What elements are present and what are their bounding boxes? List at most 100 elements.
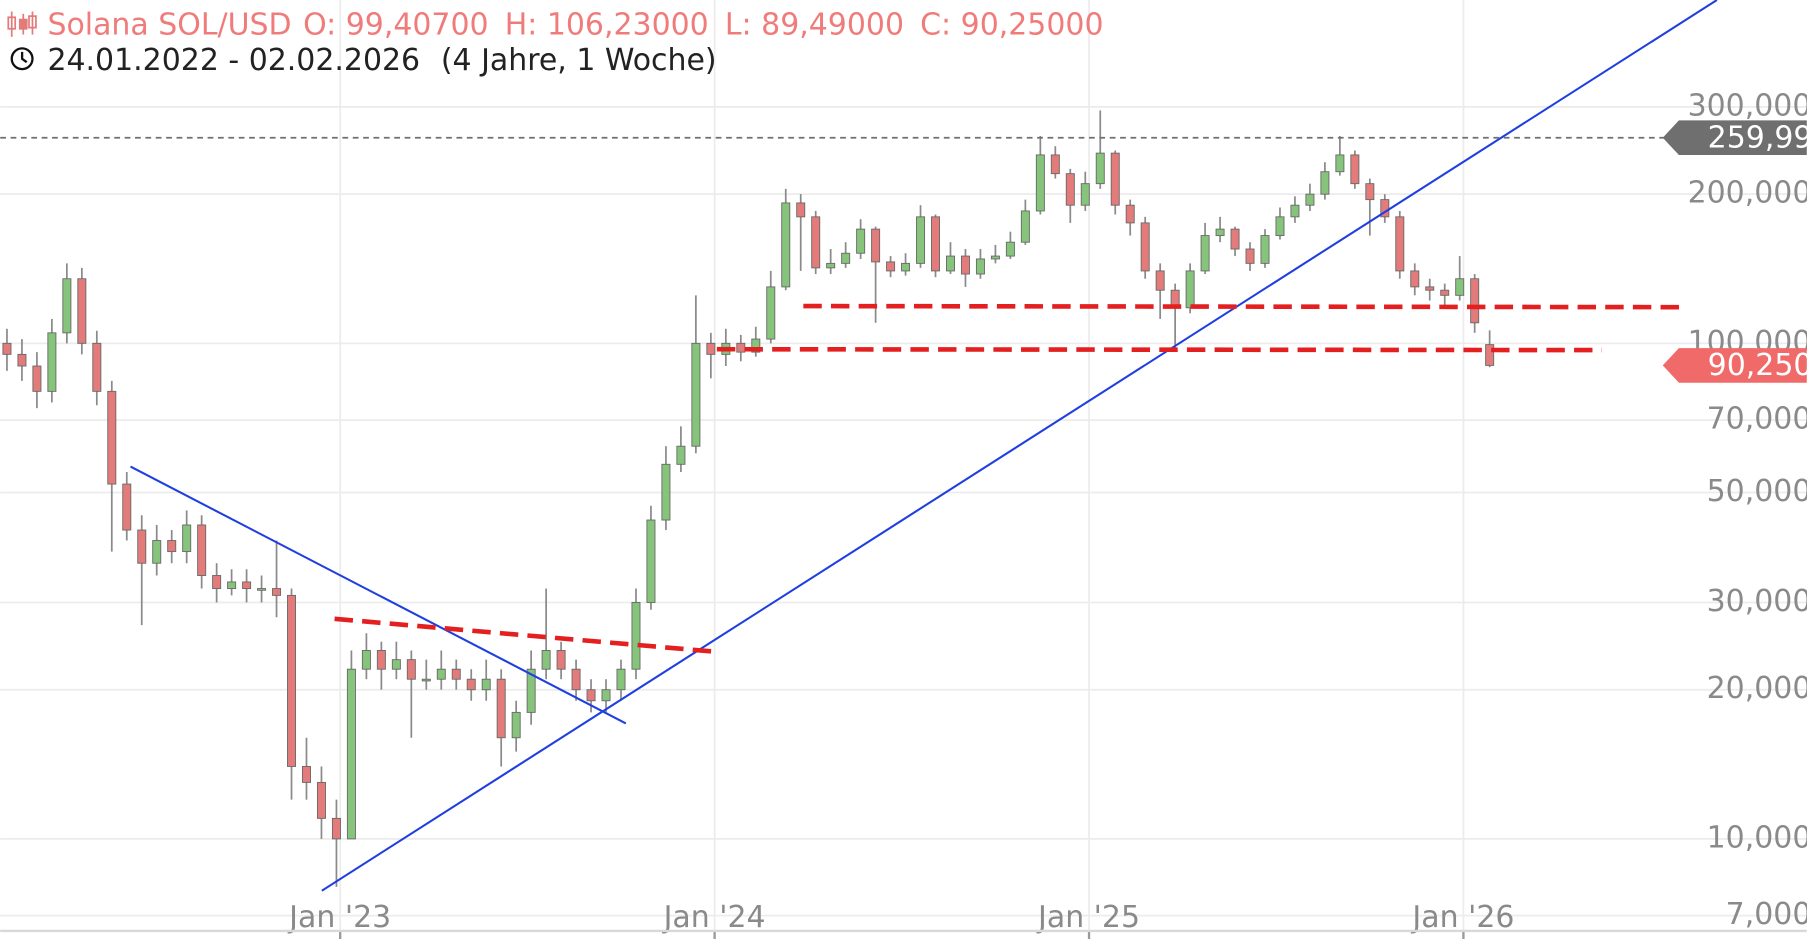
candle-body — [152, 540, 162, 564]
candle-body — [167, 540, 177, 553]
candle-body — [212, 575, 222, 590]
x-tick-label: Jan '24 — [662, 900, 766, 935]
candle-body — [1350, 154, 1360, 185]
ohlc-close: C: 90,25000 — [920, 7, 1103, 42]
candle-body — [346, 668, 356, 840]
candle-body — [691, 342, 701, 447]
candle-body — [197, 524, 207, 576]
candle-body — [481, 678, 491, 691]
candle-body — [511, 711, 521, 739]
header-legend: Solana SOL/USD O: 99,40700 H: 106,23000 L: … — [47, 7, 1103, 42]
y-tick-label: 30,000 — [1707, 584, 1807, 619]
candle-body — [451, 668, 461, 680]
candle-body — [661, 463, 671, 521]
candle-body — [706, 342, 716, 355]
candle-body — [1245, 248, 1255, 264]
candle-body — [32, 365, 42, 392]
price-badge-label: 259,999 — [1708, 120, 1807, 155]
candle-body — [1140, 222, 1150, 272]
candle-body — [1395, 216, 1405, 272]
candle-body — [751, 338, 761, 353]
candle-body — [376, 650, 386, 670]
candle-body — [1305, 193, 1315, 206]
candle-body — [1065, 173, 1075, 206]
x-tick-label: Jan '25 — [1036, 900, 1140, 935]
candle-body — [1275, 216, 1285, 237]
candle-body — [1320, 171, 1330, 195]
candle-body — [1215, 228, 1225, 237]
candle-body — [975, 258, 985, 275]
candle-body — [856, 228, 866, 254]
candle-body — [1185, 270, 1195, 309]
candle-body — [227, 581, 237, 590]
drawings — [0, 0, 1807, 892]
candle-body — [631, 601, 641, 670]
header: Solana SOL/USD O: 99,40700 H: 106,23000 L: … — [7, 7, 1104, 78]
candle-body — [391, 659, 401, 670]
axes: 300,000200,000100,00070,00050,00030,0002… — [0, 88, 1807, 939]
x-tick-label: Jan '23 — [287, 900, 391, 935]
candle-body — [1380, 199, 1390, 218]
level-line — [334, 616, 712, 654]
candle-body — [77, 278, 87, 344]
y-tick-label: 50,000 — [1707, 474, 1807, 509]
candle-body — [436, 668, 446, 680]
date-range-line: 24.01.2022 - 02.02.2026 (4 Jahre, 1 Woche… — [47, 43, 716, 78]
candle-body — [556, 650, 566, 670]
candle-body — [1050, 154, 1060, 175]
candle-body — [1425, 286, 1435, 291]
candle-body — [1005, 241, 1015, 257]
candle-body — [361, 650, 371, 670]
candle-icon — [7, 11, 37, 37]
candle-body — [931, 216, 941, 272]
level-line — [716, 346, 1602, 353]
price-badge — [1662, 120, 1807, 155]
symbol: Solana SOL/USD — [47, 7, 291, 42]
candle-body — [616, 668, 626, 691]
candle-body — [421, 678, 431, 682]
candle-body — [796, 202, 806, 218]
candle-body — [496, 678, 506, 739]
candle-body — [17, 353, 27, 367]
candle-body — [676, 445, 686, 465]
candle-body — [301, 766, 311, 783]
candle-body — [287, 594, 297, 767]
candle-body — [886, 261, 896, 272]
candle-body — [1155, 270, 1165, 291]
candle-body — [1440, 289, 1450, 296]
candle-body — [1290, 204, 1300, 218]
date-range: 24.01.2022 - 02.02.2026 — [47, 43, 420, 78]
candle-body — [107, 390, 117, 485]
candle-body — [1035, 154, 1045, 212]
candle-body — [331, 817, 341, 840]
candle-body — [257, 588, 267, 591]
candle-body — [1365, 183, 1375, 201]
candle-body — [586, 689, 596, 702]
candle-body — [316, 781, 326, 819]
candle-body — [871, 228, 881, 263]
candle-body — [62, 278, 72, 334]
trend-line — [130, 465, 627, 725]
candle-body — [1260, 235, 1270, 264]
candle-body — [736, 342, 746, 353]
candle-body — [1455, 278, 1465, 296]
candle-body — [811, 216, 821, 269]
trend-line — [321, 0, 1718, 892]
candle-body — [242, 581, 252, 590]
candle-body — [841, 252, 851, 264]
y-tick-label: 10,000 — [1707, 820, 1807, 855]
candle-body — [945, 255, 955, 272]
candle-body — [646, 519, 656, 603]
candle-body — [1335, 154, 1345, 173]
candle-body — [526, 668, 536, 713]
ohlc-low: L: 89,49000 — [725, 7, 904, 42]
candle-body — [1485, 344, 1495, 366]
candle-body — [122, 483, 132, 531]
candle-body — [1095, 152, 1105, 185]
period: (4 Jahre, 1 Woche) — [441, 43, 717, 78]
candle-body — [406, 659, 416, 680]
candle-body — [92, 342, 102, 392]
